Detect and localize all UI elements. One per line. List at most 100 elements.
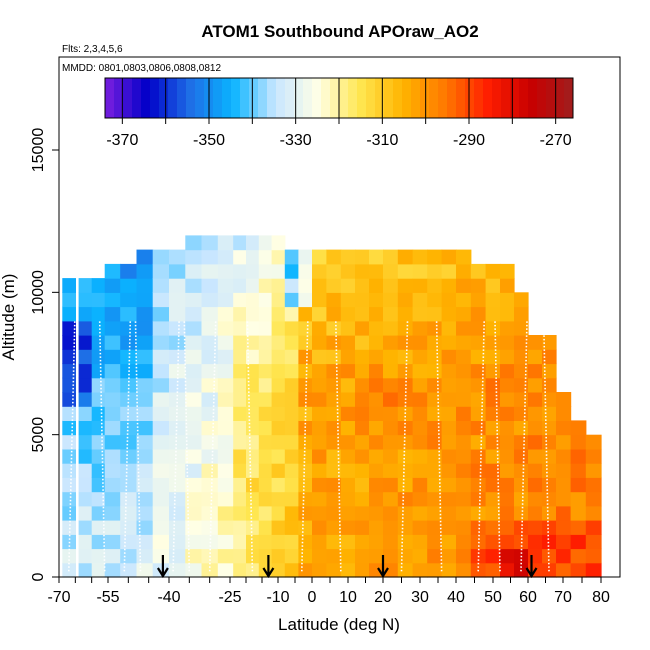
heatmap-cell: [152, 548, 170, 564]
heatmap-cell: [369, 534, 384, 550]
heatmap-cell: [284, 520, 299, 535]
heatmap-cell: [258, 463, 273, 478]
heatmap-cell: [246, 420, 260, 436]
heatmap-cell: [312, 505, 327, 521]
heatmap-cell: [298, 306, 313, 322]
heatmap-cell: [485, 392, 501, 407]
heatmap-cell: [369, 420, 384, 436]
heatmap-cell: [456, 448, 472, 464]
heatmap-cell: [412, 278, 428, 293]
heatmap-cell: [201, 505, 219, 521]
heatmap-cell: [528, 349, 543, 365]
heatmap-cell: [136, 335, 154, 350]
heatmap-cell: [258, 434, 273, 450]
heatmap-cell: [412, 477, 428, 493]
colorbar-swatch: [339, 78, 349, 118]
heatmap-cell: [104, 377, 121, 393]
heatmap-cell: [485, 463, 501, 478]
heatmap-cell: [312, 463, 327, 478]
heatmap-cell: [120, 292, 138, 308]
heatmap-cell: [78, 292, 93, 308]
heatmap-cell: [326, 363, 342, 379]
heatmap-cell: [104, 306, 121, 322]
heatmap-cell: [427, 349, 443, 365]
heatmap-cell: [412, 534, 428, 550]
heatmap-cell: [326, 306, 342, 322]
heatmap-cell: [355, 434, 370, 450]
heatmap-cell: [136, 292, 154, 308]
heatmap-cell: [369, 335, 384, 350]
heatmap-cell: [326, 335, 342, 350]
heatmap-cell: [136, 306, 154, 322]
heatmap-cell: [340, 434, 356, 450]
heatmap-cell: [185, 491, 203, 507]
heatmap-cell: [369, 434, 384, 450]
colorbar-swatch: [447, 78, 457, 118]
heatmap-cell: [120, 505, 138, 521]
heatmap-cell: [397, 349, 414, 365]
heatmap-cell: [201, 520, 219, 535]
heatmap-cell: [340, 520, 356, 535]
heatmap-cell: [91, 463, 106, 478]
heatmap-cell: [233, 534, 247, 550]
heatmap-cell: [427, 534, 443, 550]
heatmap-cell: [169, 320, 186, 336]
heatmap-cell: [542, 434, 557, 450]
heatmap-cell: [441, 349, 457, 365]
heatmap-cell: [258, 420, 273, 436]
heatmap-cell: [312, 448, 327, 464]
heatmap-cell: [485, 505, 501, 521]
heatmap-cell: [456, 263, 472, 279]
heatmap-cell: [258, 306, 273, 322]
heatmap-cell: [340, 306, 356, 322]
arrow-marker: [525, 555, 538, 579]
heatmap-cell: [326, 292, 342, 308]
heatmap-cell: [233, 320, 247, 336]
heatmap-cell: [271, 249, 286, 265]
heatmap-cell: [528, 477, 543, 493]
heatmap-cell: [271, 420, 286, 436]
heatmap-cell: [120, 534, 138, 550]
heatmap-cell: [169, 505, 186, 521]
heatmap-cell: [246, 306, 260, 322]
heatmap-cell: [169, 278, 186, 293]
colorbar-swatch: [384, 78, 394, 118]
heatmap-cell: [412, 306, 428, 322]
heatmap-cell: [500, 548, 515, 564]
x-tick-label: 0: [308, 589, 317, 606]
heatmap-cell: [246, 491, 260, 507]
heatmap-cell: [152, 477, 170, 493]
heatmap-cell: [217, 320, 234, 336]
heatmap-cell: [233, 235, 247, 251]
heatmap-cell: [185, 534, 203, 550]
heatmap-cell: [514, 306, 529, 322]
heatmap-cell: [120, 420, 138, 436]
heatmap-cell: [312, 562, 327, 578]
heatmap-cell: [570, 434, 587, 450]
heatmap-cell: [136, 434, 154, 450]
heatmap-cell: [500, 377, 515, 393]
heatmap-cell: [500, 505, 515, 521]
heatmap-cell: [258, 363, 273, 379]
heatmap-cell: [585, 463, 602, 478]
heatmap-cell: [326, 349, 342, 365]
heatmap-cell: [397, 463, 414, 478]
heatmap-cell: [570, 520, 587, 535]
heatmap-cell: [136, 249, 154, 265]
heatmap-cell: [355, 491, 370, 507]
heatmap-cell: [542, 392, 557, 407]
heatmap-cell: [397, 448, 414, 464]
heatmap-cell: [298, 249, 313, 265]
heatmap-cell: [542, 520, 557, 535]
heatmap-cell: [528, 420, 543, 436]
heatmap-cell: [185, 306, 203, 322]
heatmap-cell: [271, 505, 286, 521]
heatmap-cell: [441, 377, 457, 393]
heatmap-cell: [62, 292, 76, 308]
heatmap-cell: [470, 363, 487, 379]
heatmap-cell: [500, 477, 515, 493]
heatmap-cell: [441, 463, 457, 478]
heatmap-cell: [355, 278, 370, 293]
heatmap-cell: [397, 477, 414, 493]
heatmap-cell: [369, 463, 384, 478]
